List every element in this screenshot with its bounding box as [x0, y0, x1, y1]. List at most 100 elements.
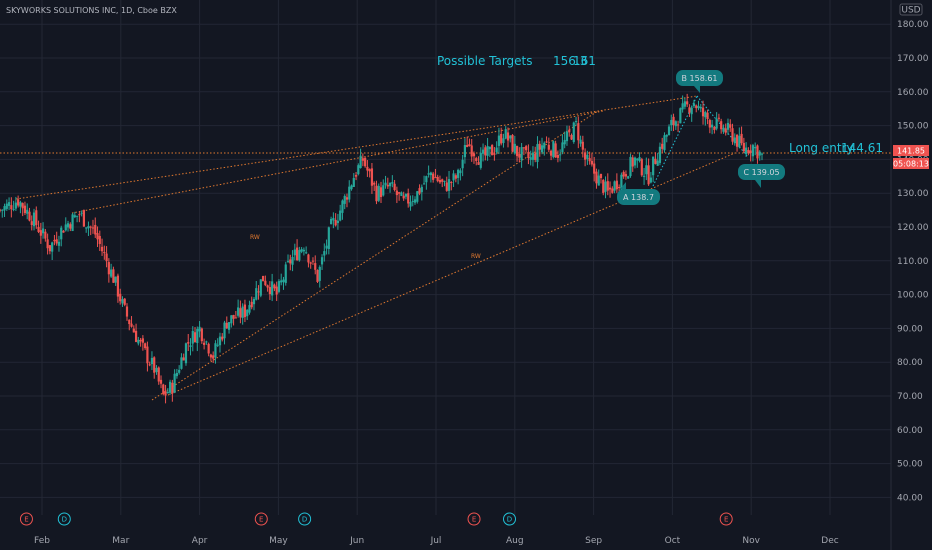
- candle: [23, 201, 27, 216]
- candle: [432, 171, 435, 183]
- wave-a-b-leg: [652, 95, 698, 187]
- candle: [87, 221, 90, 236]
- candle: [116, 273, 120, 303]
- event-marker[interactable]: D: [57, 512, 71, 526]
- candle: [316, 269, 319, 284]
- point-a-bubble[interactable]: A 138.7: [617, 182, 660, 205]
- candle-body: [463, 145, 467, 158]
- candle: [463, 138, 467, 164]
- candle: [388, 182, 392, 193]
- candle: [518, 147, 521, 163]
- candle: [749, 144, 752, 162]
- trendline-lower-1: [151, 110, 599, 401]
- long-entry-value: 144.61: [841, 141, 883, 155]
- y-tick-label: 80.00: [897, 358, 923, 368]
- event-marker[interactable]: E: [467, 512, 481, 526]
- candle-body: [125, 306, 129, 317]
- candle: [422, 175, 426, 185]
- candle: [468, 138, 471, 147]
- candle: [606, 173, 609, 196]
- candle-body: [413, 199, 417, 203]
- candle-body: [683, 101, 686, 107]
- event-marker[interactable]: E: [254, 512, 268, 526]
- candle: [46, 233, 49, 255]
- candle: [438, 175, 442, 184]
- candle-body: [302, 249, 305, 252]
- candle-body: [549, 150, 553, 156]
- candle: [32, 208, 36, 231]
- candle: [649, 171, 652, 184]
- candle: [255, 281, 258, 301]
- event-label: D: [302, 516, 307, 524]
- candle: [742, 137, 745, 153]
- candle: [123, 297, 126, 307]
- candle: [697, 100, 700, 111]
- candle: [645, 157, 648, 181]
- candle: [497, 127, 501, 155]
- candle: [309, 261, 312, 269]
- candle: [134, 323, 138, 343]
- candle: [672, 113, 675, 132]
- candle: [71, 212, 74, 232]
- candle-body: [447, 179, 451, 191]
- event-marker[interactable]: E: [19, 512, 33, 526]
- candle: [275, 281, 278, 302]
- candle-body: [536, 144, 539, 162]
- candle-body: [681, 103, 684, 110]
- candle-body: [66, 223, 70, 228]
- candle: [150, 351, 154, 371]
- candle: [547, 137, 550, 153]
- currency-badge[interactable]: USD: [899, 3, 923, 16]
- point-b-bubble[interactable]: B 158.61: [676, 70, 723, 93]
- candle-body: [275, 286, 278, 295]
- candle: [80, 210, 83, 217]
- candle-body: [586, 154, 589, 159]
- event-marker[interactable]: E: [719, 512, 733, 526]
- possible-targets-annotation: Possible Targets 156.3 161: [437, 54, 596, 68]
- candle-body: [525, 146, 528, 151]
- candle: [218, 332, 222, 353]
- candle: [529, 150, 532, 166]
- x-tick-label: Dec: [821, 536, 838, 546]
- event-marker[interactable]: D: [298, 512, 312, 526]
- x-tick-label: Apr: [192, 536, 208, 546]
- candle: [132, 325, 135, 333]
- candle-body: [282, 279, 285, 283]
- candle: [159, 375, 163, 389]
- candle: [237, 299, 240, 318]
- candle: [443, 180, 446, 187]
- candle: [454, 173, 457, 183]
- candle: [180, 353, 183, 370]
- candle-body: [391, 182, 394, 184]
- candle: [740, 126, 743, 146]
- y-tick-label: 180.00: [897, 20, 929, 30]
- event-circle: [57, 512, 71, 526]
- candle: [522, 147, 525, 156]
- candle: [314, 255, 317, 275]
- candle-body: [53, 239, 56, 242]
- candle-body: [325, 245, 328, 249]
- point-c-bubble[interactable]: C 139.05: [738, 164, 785, 188]
- rw-label-1: RW: [250, 234, 260, 241]
- candle: [216, 338, 219, 348]
- candle: [196, 326, 199, 352]
- candle: [357, 163, 360, 176]
- candle: [636, 158, 639, 168]
- candle-body: [584, 152, 587, 160]
- candle-body: [515, 145, 519, 157]
- candle-body: [261, 275, 265, 282]
- candle-body: [509, 135, 512, 139]
- candle: [420, 184, 423, 201]
- candle: [293, 243, 296, 261]
- event-marker[interactable]: D: [503, 512, 516, 526]
- candle: [51, 241, 54, 260]
- candle: [756, 144, 759, 164]
- candle-body: [522, 147, 525, 149]
- candle: [554, 140, 557, 158]
- candle: [661, 137, 664, 153]
- candle: [257, 285, 260, 300]
- candle: [200, 327, 203, 344]
- candle-body: [339, 210, 342, 221]
